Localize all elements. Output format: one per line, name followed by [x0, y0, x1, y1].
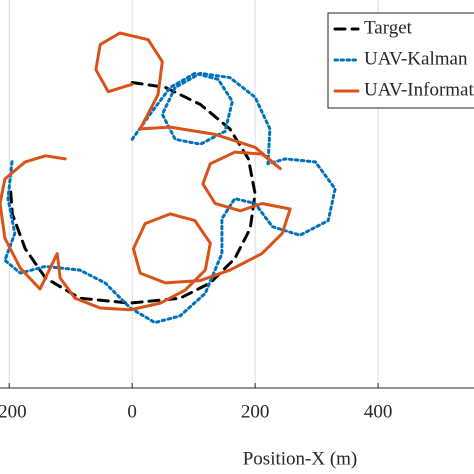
x-tick-label: 400: [364, 401, 393, 422]
series-line: [0, 31, 292, 312]
grid: [8, 0, 379, 388]
series-line: [3, 71, 337, 325]
x-tick-label: 0: [127, 401, 137, 422]
series-line: [9, 81, 257, 305]
legend-label: UAV-Kalman: [364, 48, 468, 69]
legend-label: UAV-Information: [364, 79, 474, 100]
lines: [0, 31, 337, 325]
x-tick-label: 200: [241, 401, 270, 422]
legend-label: Target: [364, 17, 413, 38]
x-axis-label: Position-X (m): [243, 448, 358, 469]
x-tick-label: -200: [0, 401, 27, 422]
legend: Target UAV-Kalman UAV-Information: [327, 12, 474, 109]
ticks: -200 0 200 400: [0, 383, 392, 422]
